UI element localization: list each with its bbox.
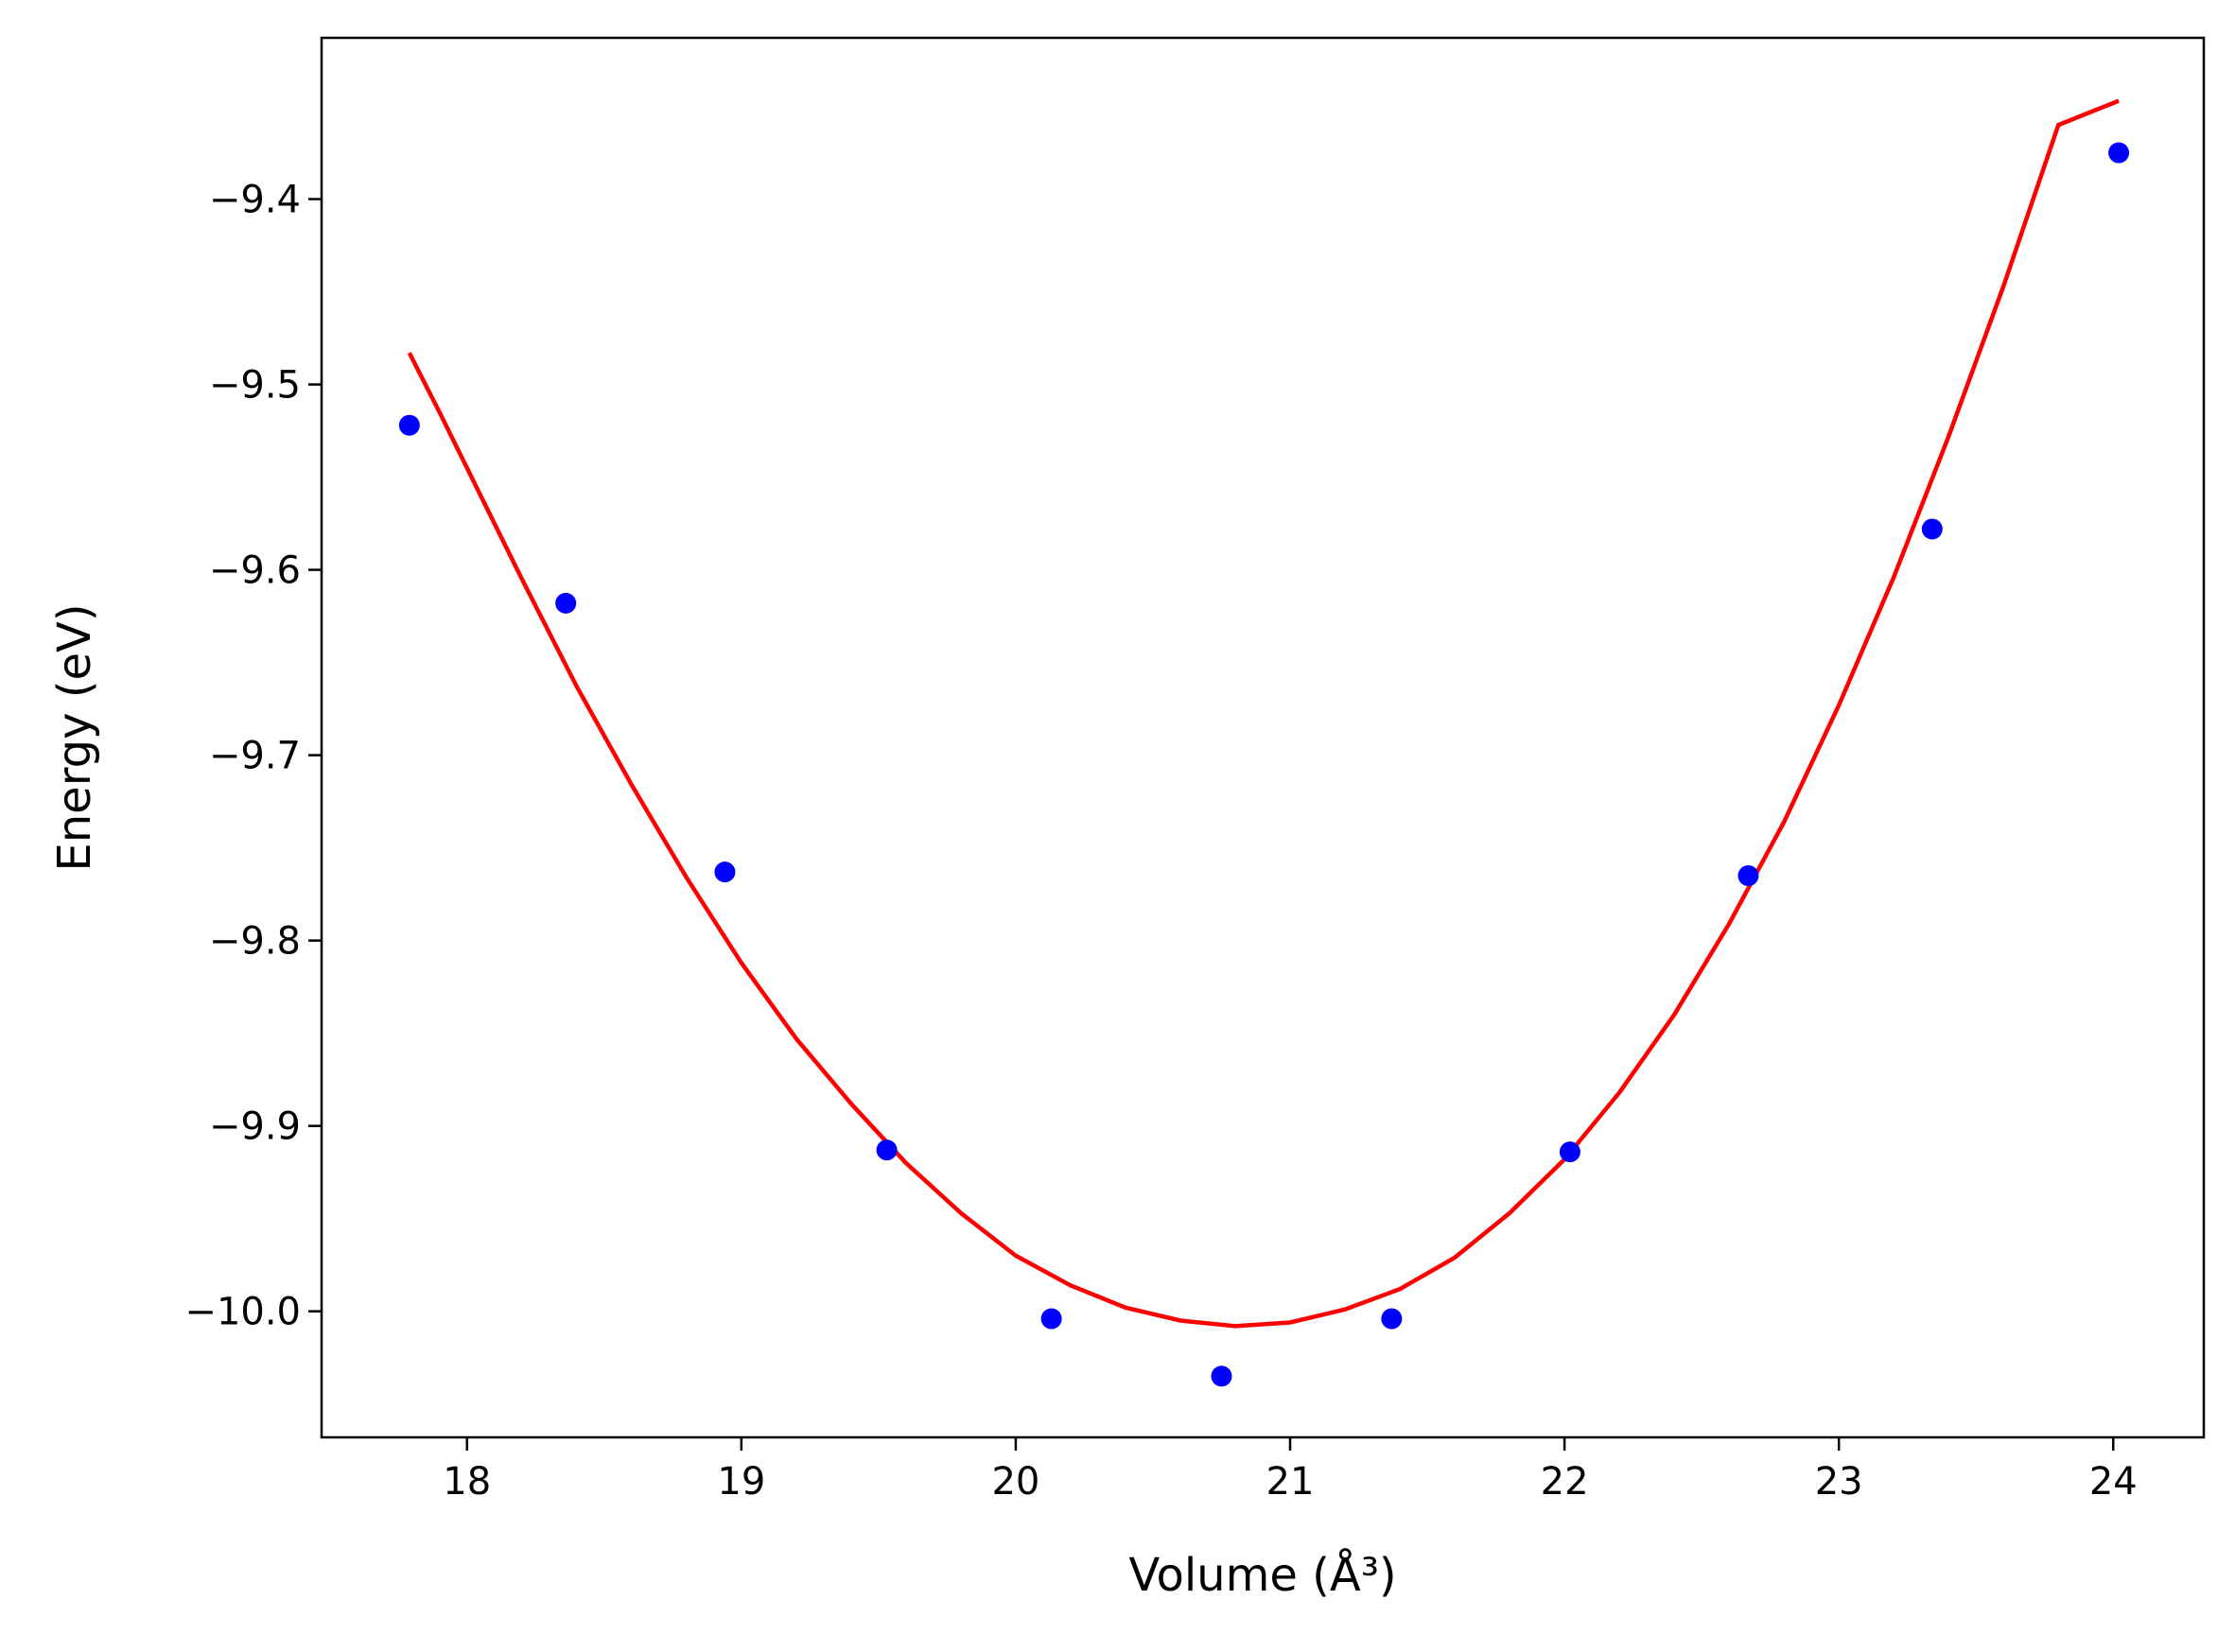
y-tick-label: −9.5 — [209, 364, 301, 408]
fit-curve — [407, 98, 2120, 1329]
y-tick-label: −9.4 — [209, 179, 301, 222]
data-point — [555, 592, 577, 614]
data-point — [1381, 1308, 1403, 1330]
y-tick-label: −9.6 — [209, 549, 301, 593]
x-tick-label: 23 — [1815, 1460, 1863, 1504]
fit-curve-layer — [407, 98, 2120, 1329]
y-tick-label: −9.7 — [209, 735, 301, 778]
x-tick-label: 18 — [443, 1460, 491, 1504]
x-tick-label: 20 — [991, 1460, 1039, 1504]
y-tick-label: −9.9 — [209, 1105, 301, 1149]
data-point — [1921, 518, 1943, 540]
data-point — [714, 861, 736, 883]
data-point — [1040, 1308, 1062, 1330]
y-axis-label: Energy (eV) — [48, 603, 101, 871]
plot-frame — [320, 36, 2206, 1439]
x-tick-label: 19 — [717, 1460, 765, 1504]
x-tick-label: 22 — [1541, 1460, 1589, 1504]
data-point — [2108, 142, 2130, 164]
y-axis: −10.0 −9.9 −9.8 −9.7 −9.6 −9.5 −9.4 — [184, 179, 322, 1334]
x-axis: 18 19 20 21 22 23 24 — [443, 1437, 2138, 1504]
data-point — [1559, 1141, 1580, 1163]
data-point — [398, 414, 420, 436]
x-tick-label: 21 — [1266, 1460, 1315, 1504]
data-point — [1737, 865, 1759, 887]
data-point — [876, 1139, 898, 1161]
data-points-layer — [398, 142, 2130, 1387]
data-point — [1211, 1365, 1232, 1387]
y-tick-label: −10.0 — [184, 1291, 301, 1334]
x-tick-label: 24 — [2089, 1460, 2138, 1504]
y-tick-label: −9.8 — [209, 920, 301, 964]
x-axis-label: Volume (Å³) — [1128, 1548, 1396, 1602]
